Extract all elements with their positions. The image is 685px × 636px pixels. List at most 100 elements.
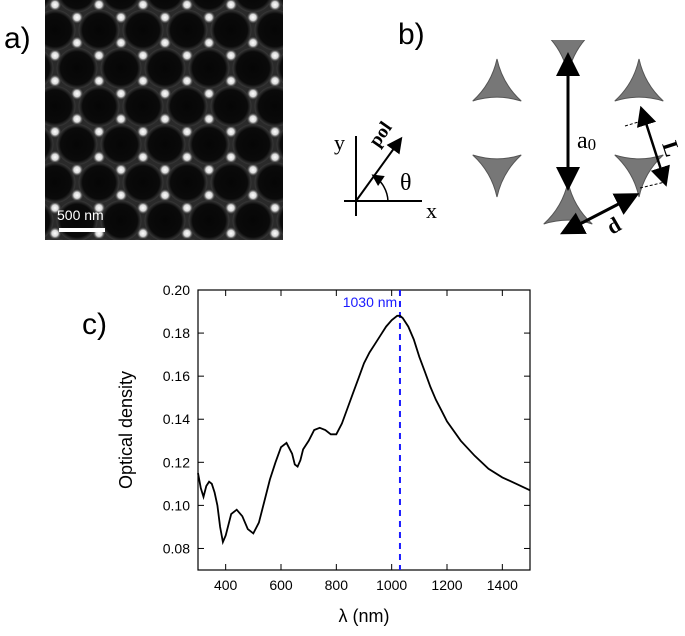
sem-spot [92, 73, 106, 88]
sem-spot [246, 162, 260, 177]
sem-spot [114, 112, 128, 127]
sem-disc [276, 53, 283, 84]
x-tick-label: 1000 [376, 577, 407, 593]
sem-disc [232, 47, 274, 89]
sem-spot [158, 10, 172, 25]
sem-disc [45, 162, 76, 204]
sem-spot [136, 73, 150, 88]
sem-disc [134, 238, 152, 240]
sem-disc [210, 85, 252, 127]
sem-spot [48, 200, 62, 215]
sem-micrograph: 500 nm [45, 0, 283, 240]
x-axis-label: λ (nm) [339, 606, 390, 626]
sem-spot [136, 124, 150, 139]
sem-spot [224, 200, 238, 215]
sem-disc [122, 85, 164, 127]
sem-disc [144, 47, 186, 89]
sem-disc [56, 123, 98, 165]
sem-spot [180, 124, 194, 139]
sem-disc [166, 9, 208, 51]
sem-disc [146, 0, 184, 13]
sem-disc [166, 85, 208, 127]
sem-image: 500 nm [45, 0, 283, 240]
sem-disc [254, 85, 283, 127]
sem-disc [254, 162, 283, 204]
sem-spot [268, 73, 282, 88]
triangle-prism [472, 58, 522, 102]
sem-spot [202, 10, 216, 25]
polarization-axes-diagram: y x pol θ [322, 88, 452, 228]
spectrum-chart: 400 600 800 1000 1200 1400 0.08 0.10 0.12 0.14 0.1… [110, 275, 550, 631]
sem-spot [70, 112, 84, 127]
sem-spot [92, 0, 106, 12]
sem-spot [136, 150, 150, 165]
sem-spot [224, 226, 238, 240]
sem-spot [268, 226, 282, 240]
sem-bright-spots [48, 0, 282, 240]
chart-ticks: 400 600 800 1000 1200 1400 0.08 0.10 0.12 0.14 0.1… [163, 282, 530, 593]
sem-spot [180, 200, 194, 215]
sem-spot [114, 10, 128, 25]
sem-disc [45, 85, 76, 127]
sem-spot [48, 73, 62, 88]
x-tick-label: 600 [269, 577, 293, 593]
sem-spot [180, 150, 194, 165]
L-arrow [637, 105, 670, 187]
sem-spot [114, 188, 128, 203]
sem-disc [210, 9, 252, 51]
sem-spot [180, 226, 194, 240]
L-dashed-bottom [639, 181, 666, 189]
sem-disc [90, 238, 108, 240]
a0-label: a0 [577, 128, 596, 154]
sem-spot [158, 35, 172, 50]
triangle-prism [614, 58, 664, 102]
sem-spot [70, 10, 84, 25]
sem-spot [268, 150, 282, 165]
sem-spot [268, 48, 282, 63]
x-tick-label: 1200 [431, 577, 462, 593]
sem-spot [180, 0, 194, 12]
sem-spot [114, 35, 128, 50]
sem-spot [158, 162, 172, 177]
sem-disc [78, 162, 120, 204]
triangle-prism [543, 31, 593, 75]
sem-disc [102, 0, 140, 13]
sem-disc [56, 47, 98, 89]
sem-disc [254, 9, 283, 51]
sem-spot [92, 124, 106, 139]
sem-spot [180, 73, 194, 88]
sem-spot [202, 188, 216, 203]
sem-spot [224, 48, 238, 63]
panel-label-a: a) [4, 22, 31, 55]
x-tick-label: 800 [325, 577, 349, 593]
peak-marker-label: 1030 nm [343, 294, 397, 310]
sem-spot [158, 86, 172, 101]
sem-spot [246, 112, 260, 127]
series-line-optical-density [197, 314, 531, 546]
sem-spot [48, 150, 62, 165]
sem-spot [158, 112, 172, 127]
theta-label: θ [400, 170, 412, 196]
L-dashed-top [624, 119, 646, 127]
y-axis-label: y [334, 130, 345, 155]
sem-spot [246, 86, 260, 101]
sem-spot [224, 73, 238, 88]
sem-disc [144, 200, 186, 240]
theta-arc [371, 174, 389, 202]
sem-spot [92, 200, 106, 215]
y-tick-label: 0.08 [163, 540, 190, 556]
sem-spot [246, 10, 260, 25]
sem-disc [122, 9, 164, 51]
sem-disc [45, 127, 54, 162]
triangle-prism [614, 154, 664, 198]
sem-disc [276, 205, 283, 236]
sem-disc [222, 238, 240, 240]
sem-spot [224, 0, 238, 12]
x-tick-label: 400 [214, 577, 238, 593]
sem-spot [202, 162, 216, 177]
sem-spot [136, 226, 150, 240]
sem-disc [45, 0, 52, 9]
sem-spot [136, 200, 150, 215]
d-label: d [602, 212, 625, 240]
sem-spot [48, 48, 62, 63]
